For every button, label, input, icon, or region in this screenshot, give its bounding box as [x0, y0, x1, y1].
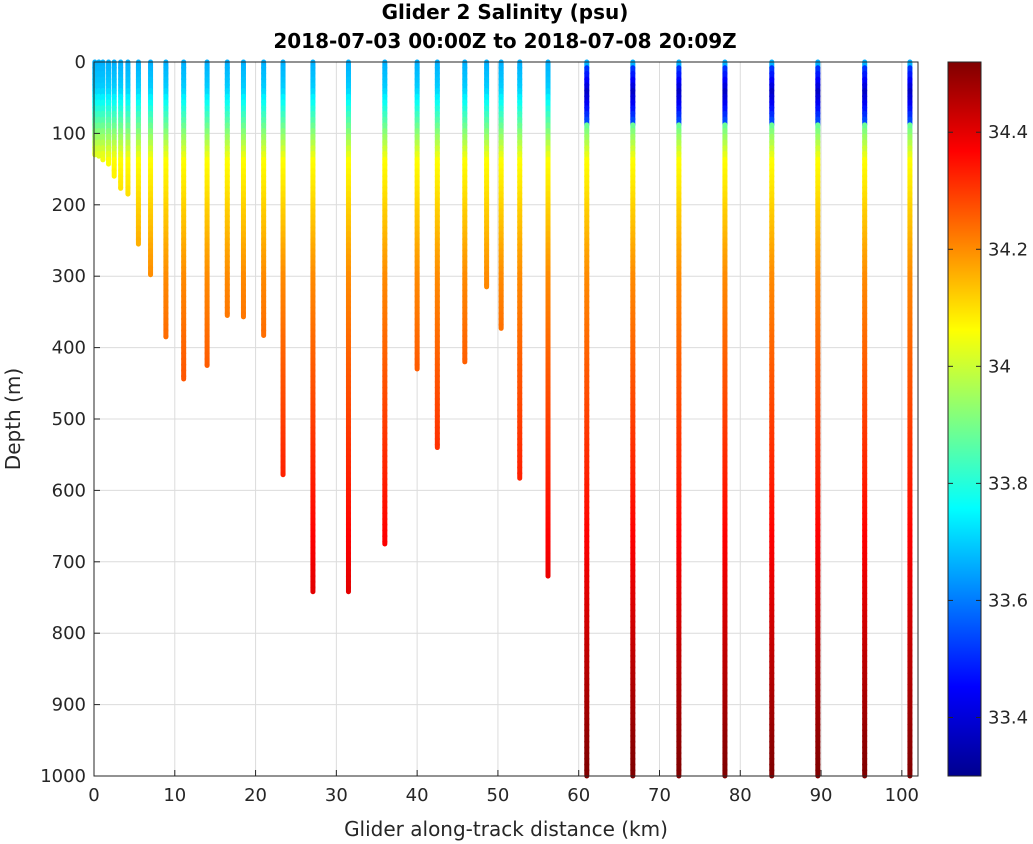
x-tick-label: 20: [244, 785, 267, 806]
colorbar-tick-label: 34.4: [988, 122, 1028, 143]
y-tick-label: 900: [52, 695, 86, 716]
chart-title: Glider 2 Salinity (psu): [382, 0, 629, 24]
y-tick-label: 0: [75, 52, 86, 73]
x-tick-label: 100: [885, 785, 919, 806]
grid-lines: [93, 61, 918, 777]
y-tick-label: 600: [52, 480, 86, 501]
salinity-profiles: [92, 59, 913, 779]
y-tick-label: 400: [52, 338, 86, 359]
axis-ticks: 0 10 20 30 40 50 60 70 80 90 100010020030040050060…: [40, 52, 919, 806]
y-tick-label: 500: [52, 409, 86, 430]
x-tick-label: 10: [163, 785, 186, 806]
x-tick-label: 30: [325, 785, 348, 806]
y-tick-label: 1000: [40, 766, 86, 787]
y-axis-label: Depth (m): [1, 368, 25, 470]
colorbar-tick-label: 33.4: [988, 707, 1028, 728]
chart-subtitle: 2018-07-03 00:00Z to 2018-07-08 20:09Z: [273, 29, 736, 53]
x-tick-label: 70: [648, 785, 671, 806]
colorbar-ticks: 33.4 33.6 33.8 34 34.2 34.4: [948, 122, 1028, 728]
x-tick-label: 90: [810, 785, 833, 806]
y-tick-label: 300: [52, 266, 86, 287]
colorbar-tick-label: 33.6: [988, 590, 1028, 611]
x-tick-label: 0: [88, 785, 99, 806]
y-tick-label: 700: [52, 552, 86, 573]
x-tick-label: 40: [406, 785, 429, 806]
colorbar-tick-label: 34: [988, 356, 1011, 377]
x-axis-label: Glider along-track distance (km): [344, 817, 668, 841]
y-tick-label: 200: [52, 195, 86, 216]
y-tick-label: 800: [52, 623, 86, 644]
colorbar-tick-label: 34.2: [988, 239, 1028, 260]
colorbar: [947, 61, 982, 777]
x-tick-label: 50: [486, 785, 509, 806]
y-tick-label: 100: [52, 123, 86, 144]
colorbar-tick-label: 33.8: [988, 473, 1028, 494]
x-tick-label: 60: [567, 785, 590, 806]
x-tick-label: 80: [729, 785, 752, 806]
